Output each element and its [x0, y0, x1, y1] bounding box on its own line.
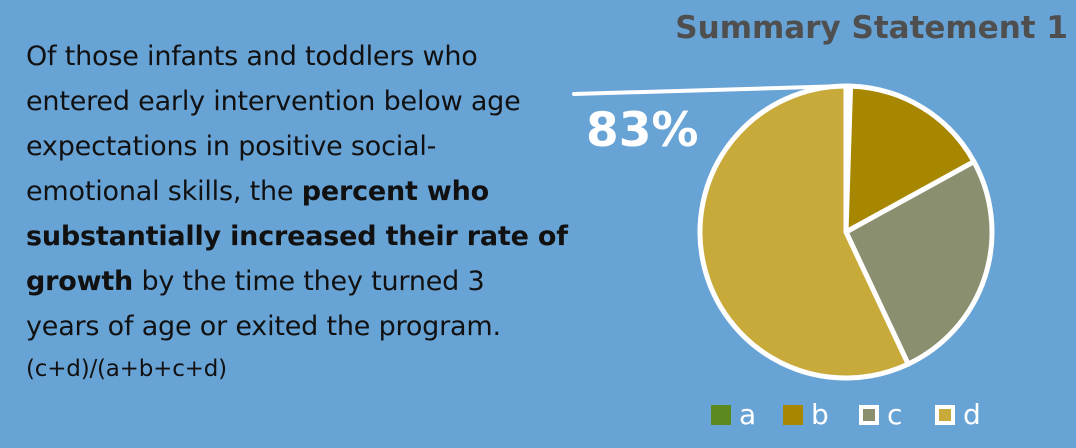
legend-label-a: a [739, 398, 757, 431]
legend-label-d: d [963, 398, 981, 431]
legend-item-a: a [711, 397, 756, 433]
legend-label-b: b [811, 398, 829, 431]
description-line-1: Of those infants and toddlers who [26, 41, 478, 72]
legend-swatch-d [935, 405, 955, 425]
callout-line [572, 84, 848, 96]
description-line-4: emotional skills, the percent who [26, 169, 586, 214]
description-emphasis-2: substantially increased their rate of [26, 221, 568, 252]
pie-slice-c [843, 159, 995, 367]
description-line-6: growth by the time they turned 3 [26, 259, 586, 304]
legend-item-c: c [859, 397, 902, 433]
description-emphasis-3: growth [26, 266, 134, 297]
legend-item-b: b [783, 397, 829, 433]
legend-item-d: d [935, 397, 981, 433]
legend-swatch-a [711, 405, 731, 425]
description-line-3: expectations in positive social- [26, 131, 437, 162]
formula-text: (c+d)/(a+b+c+d) [26, 356, 227, 382]
chart-legend: a b c d [711, 397, 1011, 433]
pie-slices [697, 83, 995, 381]
chart-title: Summary Statement 1 [675, 10, 1068, 46]
description-text: Of those infants and toddlers who entere… [26, 34, 586, 389]
legend-swatch-b [783, 405, 803, 425]
legend-swatch-c [859, 405, 879, 425]
description-emphasis-1: percent who [301, 176, 490, 207]
legend-label-c: c [887, 398, 903, 431]
description-line-7: years of age or exited the program. [26, 311, 501, 342]
percent-callout: 83% [586, 103, 699, 158]
pie-slice-b [843, 83, 977, 235]
description-line-6-text: by the time they turned 3 [133, 266, 485, 297]
pie-slice-d [697, 83, 911, 381]
description-line-4-text: emotional skills, the [26, 176, 302, 207]
description-line-2: entered early intervention below age [26, 86, 521, 117]
